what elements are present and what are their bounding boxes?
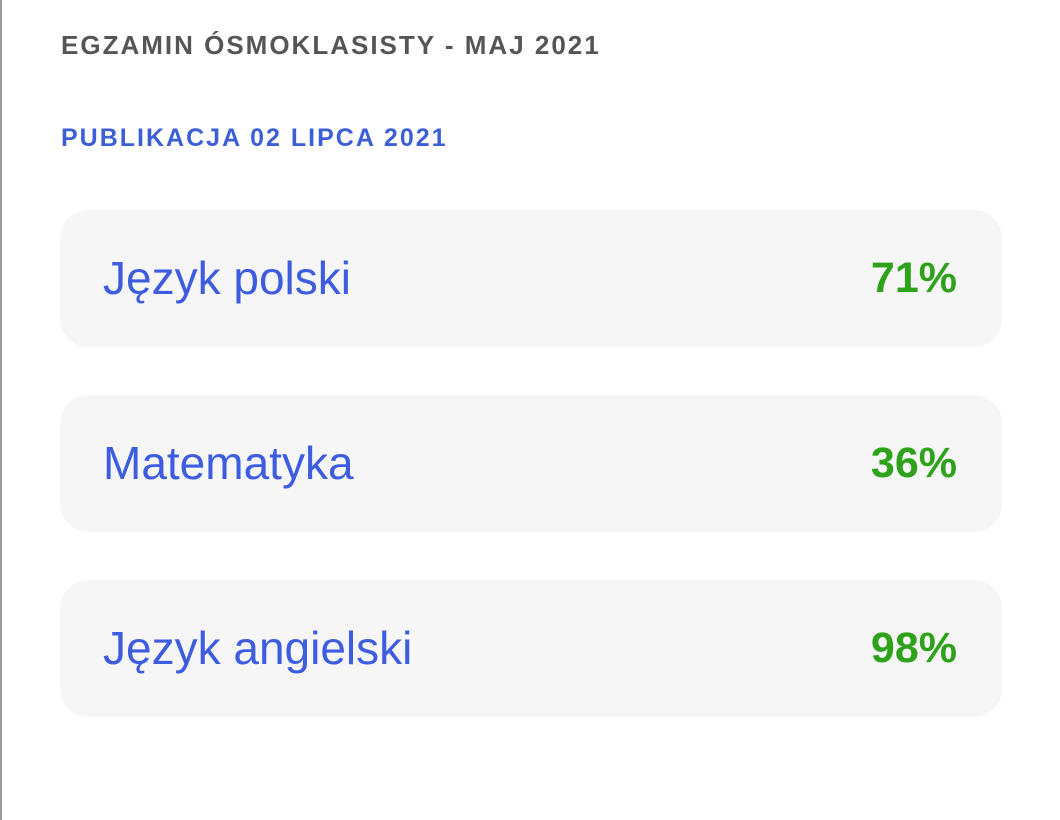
title: EGZAMIN ÓSMOKLASISTY - MAJ 2021: [61, 30, 601, 60]
edge: [0, 0, 2, 820]
subject: Matematyka: [103, 437, 354, 489]
subtitle: PUBLIKACJA 02 LIPCA 2021: [61, 124, 448, 152]
subject: Język angielski: [103, 622, 413, 674]
score: 98%: [870, 624, 957, 672]
result-card[interactable]: Język polski 71%: [60, 210, 1002, 347]
subject: Język polski: [103, 252, 351, 304]
score: 71%: [870, 254, 957, 302]
result-card[interactable]: Matematyka 36%: [60, 395, 1002, 532]
result-card[interactable]: Język angielski 98%: [60, 580, 1002, 717]
score: 36%: [870, 439, 957, 487]
